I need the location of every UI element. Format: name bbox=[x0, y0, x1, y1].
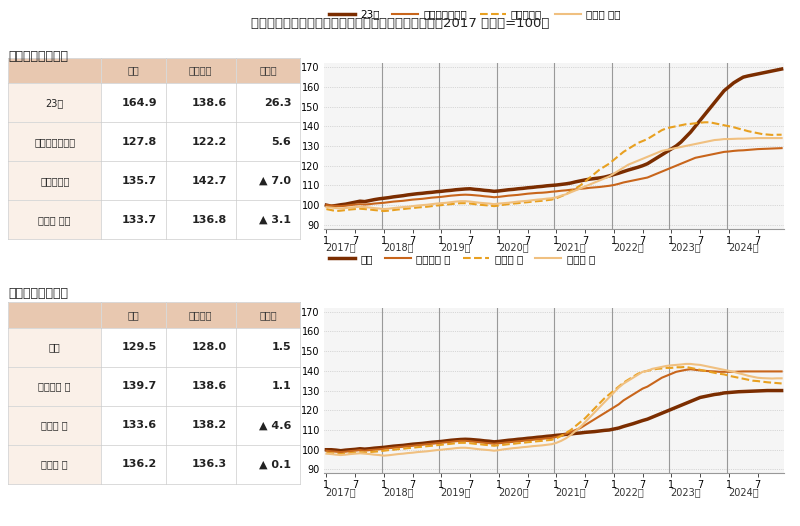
Text: 2022年: 2022年 bbox=[613, 242, 644, 252]
Bar bbox=[102, 328, 166, 367]
Bar bbox=[166, 302, 236, 328]
Bar bbox=[8, 83, 102, 122]
Text: 2018年: 2018年 bbox=[383, 242, 414, 252]
Bar bbox=[236, 367, 300, 406]
Text: 2019年: 2019年 bbox=[441, 242, 471, 252]
Text: ▲ 4.6: ▲ 4.6 bbox=[259, 420, 291, 430]
Text: ＜図表２＞　首都圏８エリア　平均価格指数の推移（2017 年１月=100）: ＜図表２＞ 首都圏８エリア 平均価格指数の推移（2017 年１月=100） bbox=[251, 17, 549, 30]
Text: 133.7: 133.7 bbox=[122, 215, 157, 225]
Text: 2018年: 2018年 bbox=[383, 487, 414, 497]
Text: 127.8: 127.8 bbox=[122, 137, 157, 147]
Bar bbox=[8, 200, 102, 239]
Bar bbox=[166, 200, 236, 239]
Bar bbox=[236, 302, 300, 328]
Text: 埼玉県 他: 埼玉県 他 bbox=[42, 420, 68, 430]
Text: 2020年: 2020年 bbox=[498, 487, 529, 497]
Text: 『中心４エリア』: 『中心４エリア』 bbox=[8, 50, 68, 63]
Bar bbox=[8, 161, 102, 200]
Text: 前年同月: 前年同月 bbox=[189, 310, 213, 320]
Text: 5.6: 5.6 bbox=[271, 137, 291, 147]
Text: 前年差: 前年差 bbox=[259, 66, 277, 76]
Text: 前年差: 前年差 bbox=[259, 310, 277, 320]
Bar bbox=[236, 406, 300, 445]
Text: 2022年: 2022年 bbox=[613, 487, 644, 497]
Text: 136.8: 136.8 bbox=[192, 215, 227, 225]
Bar bbox=[102, 58, 166, 83]
Bar bbox=[166, 58, 236, 83]
Bar bbox=[102, 302, 166, 328]
Bar bbox=[166, 83, 236, 122]
Bar bbox=[102, 122, 166, 161]
Bar bbox=[236, 122, 300, 161]
Text: 千葉県 他: 千葉県 他 bbox=[42, 459, 68, 469]
Bar bbox=[8, 302, 102, 328]
Bar bbox=[236, 200, 300, 239]
Text: 2023年: 2023年 bbox=[670, 487, 701, 497]
Text: 2021年: 2021年 bbox=[555, 487, 586, 497]
Text: 138.6: 138.6 bbox=[192, 98, 227, 108]
Bar bbox=[102, 406, 166, 445]
Bar bbox=[166, 122, 236, 161]
Text: 2019年: 2019年 bbox=[441, 487, 471, 497]
Bar bbox=[102, 200, 166, 239]
Bar bbox=[102, 445, 166, 484]
Bar bbox=[8, 445, 102, 484]
Text: 26.3: 26.3 bbox=[264, 98, 291, 108]
Text: 『周辺４エリア』: 『周辺４エリア』 bbox=[8, 287, 68, 300]
Text: 2017年: 2017年 bbox=[326, 242, 356, 252]
Text: 当月: 当月 bbox=[128, 66, 139, 76]
Text: ▲ 3.1: ▲ 3.1 bbox=[259, 215, 291, 225]
Bar bbox=[236, 445, 300, 484]
Bar bbox=[8, 58, 102, 83]
Bar bbox=[102, 161, 166, 200]
Bar bbox=[166, 406, 236, 445]
Text: 前年同月: 前年同月 bbox=[189, 66, 213, 76]
Text: 136.3: 136.3 bbox=[192, 459, 227, 469]
Text: 2020年: 2020年 bbox=[498, 242, 529, 252]
Bar bbox=[166, 328, 236, 367]
Text: 1.1: 1.1 bbox=[271, 381, 291, 391]
Bar bbox=[166, 367, 236, 406]
Bar bbox=[8, 406, 102, 445]
Text: 133.6: 133.6 bbox=[122, 420, 157, 430]
Text: 129.5: 129.5 bbox=[122, 342, 157, 352]
Bar bbox=[236, 161, 300, 200]
Text: 2024年: 2024年 bbox=[728, 487, 758, 497]
Text: 2023年: 2023年 bbox=[670, 242, 701, 252]
Text: 128.0: 128.0 bbox=[192, 342, 227, 352]
Text: 神奈川県 他: 神奈川県 他 bbox=[38, 381, 71, 391]
Text: ▲ 7.0: ▲ 7.0 bbox=[259, 176, 291, 186]
Bar bbox=[8, 328, 102, 367]
Text: 横浜市・川崎市: 横浜市・川崎市 bbox=[34, 137, 75, 147]
Text: ▲ 0.1: ▲ 0.1 bbox=[259, 459, 291, 469]
Bar bbox=[8, 367, 102, 406]
Text: 都下: 都下 bbox=[49, 342, 61, 352]
Bar bbox=[166, 445, 236, 484]
Text: 122.2: 122.2 bbox=[192, 137, 227, 147]
Text: 23区: 23区 bbox=[46, 98, 64, 108]
Text: 142.7: 142.7 bbox=[192, 176, 227, 186]
Text: 1.5: 1.5 bbox=[272, 342, 291, 352]
Text: さいたま市: さいたま市 bbox=[40, 176, 70, 186]
Text: 138.6: 138.6 bbox=[192, 381, 227, 391]
Text: 千葉県 西部: 千葉県 西部 bbox=[38, 215, 71, 225]
Legend: 都下, 神奈川県 他, 埼玉県 他, 千葉県 他: 都下, 神奈川県 他, 埼玉県 他, 千葉県 他 bbox=[325, 250, 599, 268]
Text: 135.7: 135.7 bbox=[122, 176, 157, 186]
Bar bbox=[236, 58, 300, 83]
Text: 2017年: 2017年 bbox=[326, 487, 356, 497]
Bar bbox=[236, 83, 300, 122]
Bar bbox=[236, 328, 300, 367]
Text: 139.7: 139.7 bbox=[122, 381, 157, 391]
Text: 当月: 当月 bbox=[128, 310, 139, 320]
Text: 136.2: 136.2 bbox=[122, 459, 157, 469]
Text: 2024年: 2024年 bbox=[728, 242, 758, 252]
Bar bbox=[102, 367, 166, 406]
Text: 164.9: 164.9 bbox=[122, 98, 157, 108]
Bar bbox=[166, 161, 236, 200]
Text: 2021年: 2021年 bbox=[555, 242, 586, 252]
Bar bbox=[8, 122, 102, 161]
Legend: 23区, 横浜市・川崎市, さいたま市, 千葉県 西部: 23区, 横浜市・川崎市, さいたま市, 千葉県 西部 bbox=[325, 5, 625, 24]
Bar bbox=[102, 83, 166, 122]
Text: 138.2: 138.2 bbox=[192, 420, 227, 430]
